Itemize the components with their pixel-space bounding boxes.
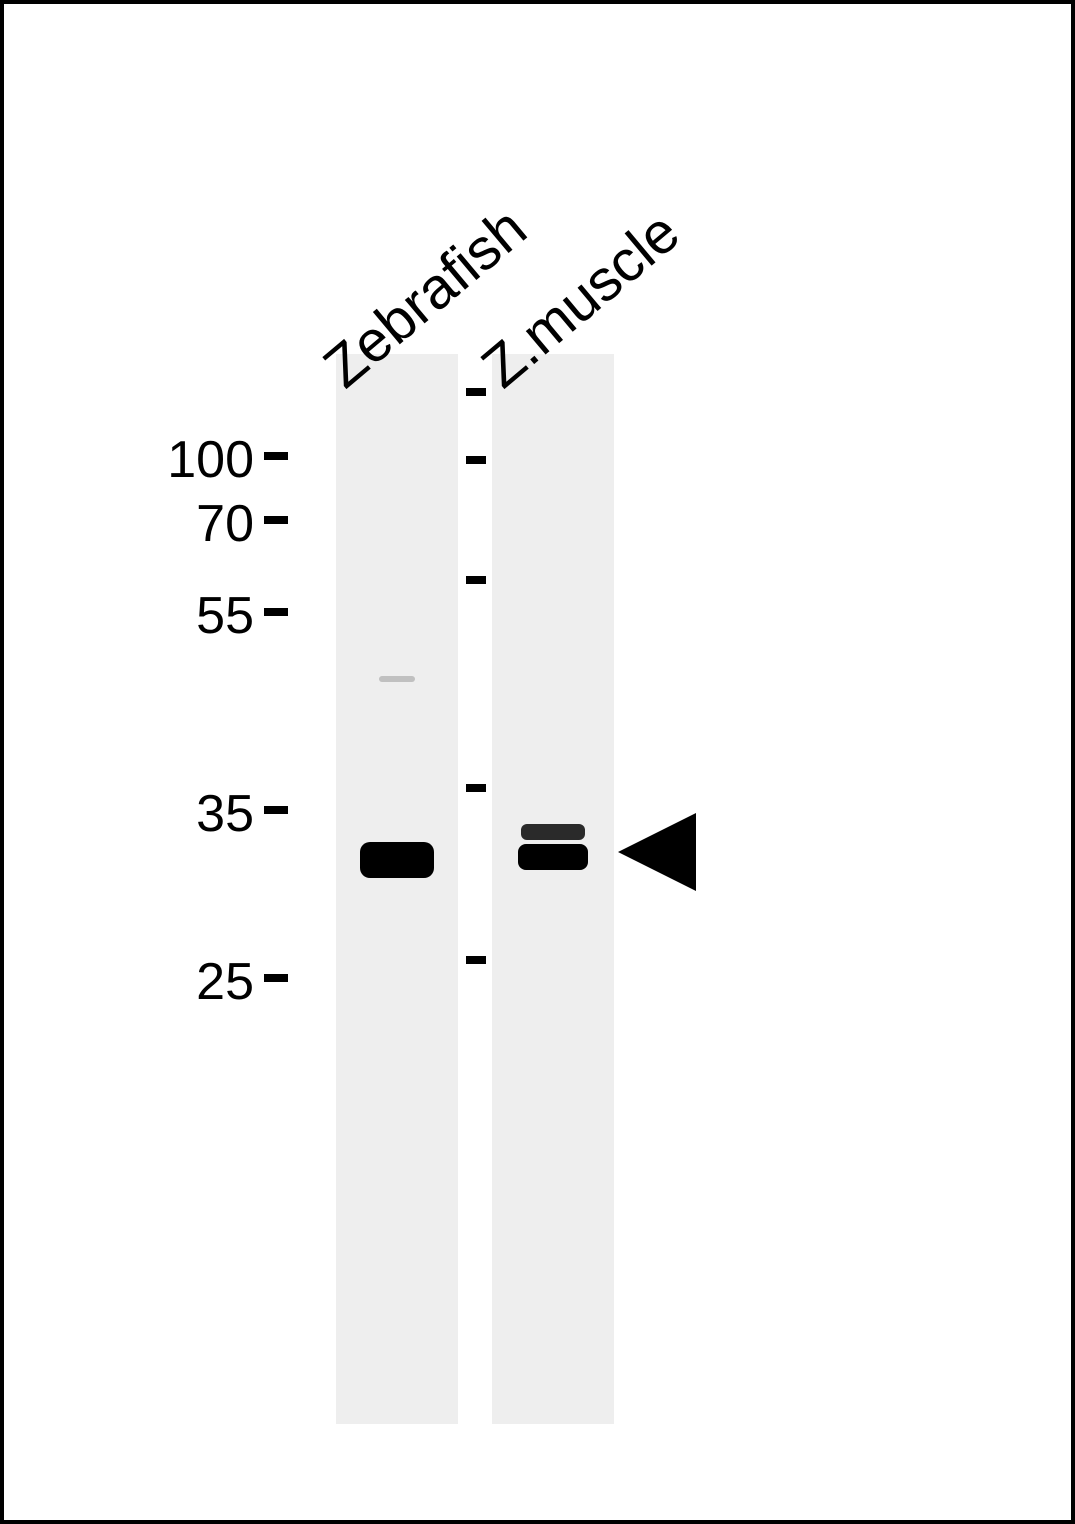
mw-tick-middle bbox=[466, 576, 486, 584]
western-blot-figure: ZebrafishZ.muscle10070553525 bbox=[4, 4, 1071, 1520]
protein-band bbox=[360, 842, 433, 878]
mw-label-55: 55 bbox=[4, 586, 254, 646]
mw-label-35: 35 bbox=[4, 784, 254, 844]
mw-tick-left bbox=[264, 974, 288, 982]
protein-band bbox=[379, 676, 416, 682]
mw-label-100: 100 bbox=[4, 430, 254, 490]
protein-band bbox=[521, 824, 584, 840]
mw-tick-middle bbox=[466, 956, 486, 964]
lane-background bbox=[336, 354, 458, 1424]
figure-frame: ZebrafishZ.muscle10070553525 bbox=[0, 0, 1075, 1524]
mw-tick-middle bbox=[466, 784, 486, 792]
lane-background bbox=[492, 354, 614, 1424]
mw-tick-left bbox=[264, 452, 288, 460]
mw-tick-middle bbox=[466, 456, 486, 464]
mw-tick-left bbox=[264, 516, 288, 524]
mw-tick-middle bbox=[466, 388, 486, 396]
mw-label-70: 70 bbox=[4, 494, 254, 554]
blot-lane-2 bbox=[492, 354, 614, 1424]
target-band-arrow-icon bbox=[618, 813, 696, 891]
mw-label-25: 25 bbox=[4, 952, 254, 1012]
mw-tick-left bbox=[264, 806, 288, 814]
blot-lane-1 bbox=[336, 354, 458, 1424]
protein-band bbox=[518, 844, 589, 870]
mw-tick-left bbox=[264, 608, 288, 616]
